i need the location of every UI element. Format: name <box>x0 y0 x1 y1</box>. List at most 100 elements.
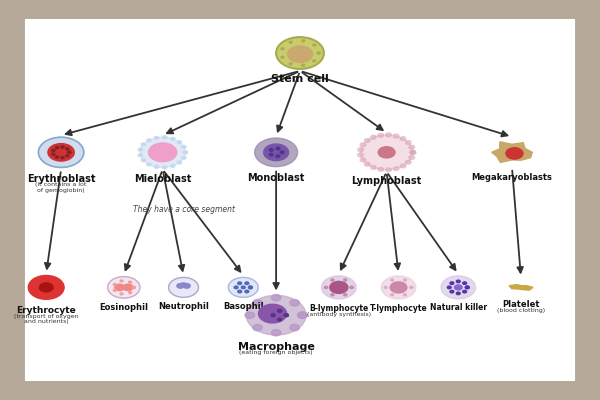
Circle shape <box>298 312 307 318</box>
Circle shape <box>289 63 292 65</box>
Circle shape <box>120 293 123 295</box>
Circle shape <box>55 146 59 149</box>
Circle shape <box>381 276 416 299</box>
Text: (antibody synthesis): (antibody synthesis) <box>307 312 371 318</box>
Circle shape <box>177 284 184 288</box>
Circle shape <box>259 304 287 323</box>
Circle shape <box>457 292 460 295</box>
Text: Mieloblast: Mieloblast <box>134 174 191 184</box>
Text: Erythroblast: Erythroblast <box>27 174 95 184</box>
Text: Megakaryoblasts: Megakaryoblasts <box>472 173 553 182</box>
Text: They have a core segment: They have a core segment <box>133 206 235 214</box>
Circle shape <box>278 310 282 312</box>
Circle shape <box>331 279 334 281</box>
Circle shape <box>147 163 151 166</box>
Circle shape <box>289 41 292 43</box>
Circle shape <box>269 149 273 151</box>
Circle shape <box>325 286 328 288</box>
Circle shape <box>171 164 175 167</box>
Circle shape <box>317 52 320 54</box>
Circle shape <box>169 278 199 297</box>
Text: (it contains a lot
of gemoglobin): (it contains a lot of gemoglobin) <box>35 182 87 193</box>
Circle shape <box>182 156 186 159</box>
Text: Lymphoblast: Lymphoblast <box>352 176 422 186</box>
Circle shape <box>364 138 370 142</box>
Circle shape <box>40 283 53 292</box>
Circle shape <box>466 286 469 289</box>
Circle shape <box>140 137 185 168</box>
Circle shape <box>390 282 407 293</box>
Circle shape <box>364 162 370 166</box>
Circle shape <box>450 282 454 284</box>
Circle shape <box>406 160 411 164</box>
Circle shape <box>142 143 145 146</box>
Circle shape <box>154 166 158 168</box>
Circle shape <box>385 286 387 288</box>
Circle shape <box>406 140 411 144</box>
Circle shape <box>394 167 399 170</box>
Text: Basophil: Basophil <box>223 302 263 312</box>
Circle shape <box>120 280 123 282</box>
Circle shape <box>178 141 181 144</box>
Circle shape <box>163 136 167 139</box>
Circle shape <box>298 312 307 318</box>
Circle shape <box>183 151 187 154</box>
Text: (transport of oxygen
and nutrients): (transport of oxygen and nutrients) <box>14 314 79 324</box>
Circle shape <box>287 46 313 62</box>
Circle shape <box>409 145 415 149</box>
Circle shape <box>409 156 415 160</box>
Circle shape <box>410 286 413 288</box>
Circle shape <box>378 147 395 158</box>
Circle shape <box>506 148 523 159</box>
Circle shape <box>358 153 364 157</box>
Circle shape <box>138 148 142 151</box>
Circle shape <box>254 138 298 167</box>
Circle shape <box>371 135 376 139</box>
Circle shape <box>138 154 142 156</box>
Circle shape <box>163 166 167 169</box>
Circle shape <box>360 143 366 147</box>
Circle shape <box>178 161 181 164</box>
Circle shape <box>28 276 64 299</box>
Circle shape <box>313 44 316 46</box>
Text: T-lymphocyte: T-lymphocyte <box>370 304 427 314</box>
Circle shape <box>280 151 284 154</box>
Polygon shape <box>492 142 532 162</box>
Circle shape <box>154 136 158 139</box>
Text: (blood clotting): (blood clotting) <box>497 308 545 314</box>
Circle shape <box>386 168 391 172</box>
Circle shape <box>263 144 289 161</box>
Circle shape <box>269 153 273 156</box>
Circle shape <box>400 164 406 168</box>
Circle shape <box>361 135 413 170</box>
Text: Macrophage: Macrophage <box>238 342 314 352</box>
Circle shape <box>107 277 140 298</box>
Circle shape <box>142 159 145 162</box>
Circle shape <box>241 286 245 289</box>
Circle shape <box>371 166 376 169</box>
Circle shape <box>391 279 394 281</box>
Circle shape <box>149 143 177 162</box>
Circle shape <box>330 281 348 293</box>
Circle shape <box>400 137 406 140</box>
Circle shape <box>271 294 281 301</box>
Circle shape <box>448 286 451 289</box>
Circle shape <box>271 330 281 336</box>
Circle shape <box>52 153 55 155</box>
Circle shape <box>450 290 454 293</box>
Circle shape <box>248 286 253 289</box>
Circle shape <box>48 144 74 161</box>
Circle shape <box>238 290 242 293</box>
Circle shape <box>463 290 467 293</box>
Circle shape <box>182 146 186 148</box>
Circle shape <box>276 147 280 150</box>
Text: Erythrocyte: Erythrocyte <box>16 306 76 315</box>
Circle shape <box>317 52 320 54</box>
Circle shape <box>184 284 190 288</box>
Circle shape <box>68 151 71 153</box>
Circle shape <box>281 56 284 58</box>
Circle shape <box>128 281 131 283</box>
Circle shape <box>245 290 249 293</box>
Text: Platelet: Platelet <box>502 300 540 310</box>
Circle shape <box>183 151 187 154</box>
